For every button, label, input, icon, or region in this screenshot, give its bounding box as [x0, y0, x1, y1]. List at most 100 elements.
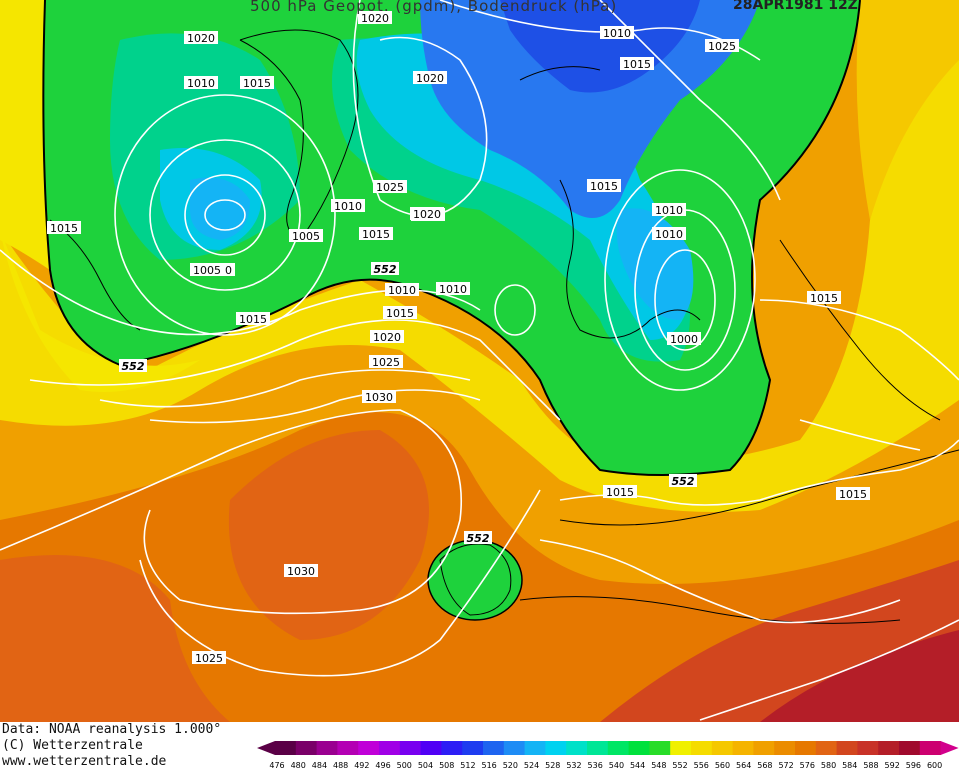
svg-text:1010: 1010: [187, 77, 215, 90]
footer-website[interactable]: www.wetterzentrale.de: [2, 754, 167, 769]
svg-text:1010: 1010: [655, 204, 683, 217]
isobar-label: 1010: [385, 283, 419, 297]
svg-text:1015: 1015: [362, 228, 390, 241]
svg-text:1015: 1015: [386, 307, 414, 320]
scale-left-arrow: [257, 741, 275, 755]
scale-tick-label: 596: [906, 761, 921, 770]
scale-tick-label: 476: [269, 761, 284, 770]
scale-tick-label: 500: [397, 761, 412, 770]
scale-tick-label: 568: [757, 761, 772, 770]
scale-swatch: [275, 741, 297, 755]
isobar-label: 1015: [603, 485, 637, 499]
svg-text:1010: 1010: [334, 200, 362, 213]
isobar-label: 1015: [836, 487, 870, 501]
scale-swatch: [774, 741, 796, 755]
map-timestamp: 28APR1981 12Z: [733, 0, 858, 13]
svg-text:1025: 1025: [708, 40, 736, 53]
scale-tick-label: 560: [715, 761, 730, 770]
scale-swatch: [399, 741, 422, 755]
scale-swatch: [753, 741, 775, 755]
scale-tick-label: 520: [503, 761, 518, 770]
isobar-label: 1025: [373, 180, 407, 194]
footer-data-source: Data: NOAA reanalysis 1.000°: [2, 722, 222, 737]
scale-swatch: [919, 741, 942, 755]
svg-text:1015: 1015: [606, 486, 634, 499]
scale-swatch: [691, 741, 713, 755]
svg-text:552: 552: [122, 360, 145, 373]
svg-text:1020: 1020: [187, 32, 215, 45]
svg-text:1025: 1025: [195, 652, 223, 665]
scale-swatch: [711, 741, 734, 755]
scale-tick-label: 564: [736, 761, 751, 770]
svg-text:1005: 1005: [292, 230, 320, 243]
isobar-label: 1010: [652, 227, 686, 241]
scale-swatch: [795, 741, 817, 755]
isobar-label: 1025: [369, 355, 403, 369]
scale-swatch: [836, 741, 858, 755]
geopotential-label: 552: [669, 474, 697, 488]
scale-tick-label: 584: [842, 761, 857, 770]
svg-text:1020: 1020: [413, 208, 441, 221]
scale-swatch: [607, 741, 630, 755]
scale-tick-label: 512: [460, 761, 475, 770]
isobar-labels: 1020 1005 1010 1015 1020 1010 1015 1025 1010 1020…: [47, 11, 870, 665]
geopotential-label: 552: [371, 262, 399, 276]
svg-text:1015: 1015: [50, 222, 78, 235]
scale-tick-label: 488: [333, 761, 348, 770]
scale-tick-label: 600: [927, 761, 942, 770]
scale-tick-label: 516: [481, 761, 496, 770]
scale-swatch: [462, 741, 484, 755]
svg-text:1020: 1020: [373, 331, 401, 344]
isobar-label: 1015: [240, 76, 274, 90]
isobar-label: 1000: [667, 332, 701, 346]
svg-text:1015: 1015: [810, 292, 838, 305]
isobar-label: 1010: [331, 199, 365, 213]
scale-tick-label: 572: [778, 761, 793, 770]
isobar-label: 1005: [190, 263, 224, 277]
scale-tick-label: 548: [651, 761, 666, 770]
svg-text:552: 552: [374, 263, 397, 276]
scale-swatch: [899, 741, 921, 755]
isobar-label: 1010: [652, 203, 686, 217]
scale-tick-label: 536: [588, 761, 603, 770]
svg-text:1030: 1030: [365, 391, 393, 404]
isobar-label: 1015: [807, 291, 841, 305]
scale-swatch: [815, 741, 838, 755]
552-contour: [42, 0, 861, 476]
svg-text:552: 552: [467, 532, 490, 545]
svg-text:1010: 1010: [439, 283, 467, 296]
svg-text:1020: 1020: [416, 72, 444, 85]
scale-tick-label: 576: [800, 761, 815, 770]
scale-swatch: [732, 741, 754, 755]
scale-swatch: [857, 741, 879, 755]
svg-text:1025: 1025: [376, 181, 404, 194]
scale-swatch: [316, 741, 338, 755]
scale-swatch: [545, 741, 567, 755]
scale-tick-label: 552: [672, 761, 687, 770]
scale-tick-label: 556: [694, 761, 709, 770]
scale-tick-label: 588: [863, 761, 878, 770]
scale-swatch: [358, 741, 380, 755]
svg-text:1015: 1015: [839, 488, 867, 501]
geopotential-labels: 552 552 552 552: [119, 262, 697, 545]
svg-text:1000: 1000: [670, 333, 698, 346]
isobar-label: 1030: [362, 390, 396, 404]
isobar-label: 1020: [410, 207, 444, 221]
scale-tick-label: 580: [821, 761, 836, 770]
scale-tick-label: 524: [524, 761, 539, 770]
svg-text:1015: 1015: [623, 58, 651, 71]
isobar-label: 1015: [383, 306, 417, 320]
isobar-label: 1005: [289, 229, 323, 243]
scale-swatch: [670, 741, 692, 755]
isobar-label: 1030: [284, 564, 318, 578]
isobar-label: 1025: [705, 39, 739, 53]
isobar-label: 1015: [236, 312, 270, 326]
scale-tick-label: 544: [630, 761, 645, 770]
isobar-label: 1020: [184, 31, 218, 45]
scale-tick-label: 504: [418, 761, 433, 770]
scale-tick-label: 492: [354, 761, 369, 770]
svg-text:1010: 1010: [388, 284, 416, 297]
footer-copyright: (C) Wetterzentrale: [2, 738, 143, 753]
svg-text:1025: 1025: [372, 356, 400, 369]
